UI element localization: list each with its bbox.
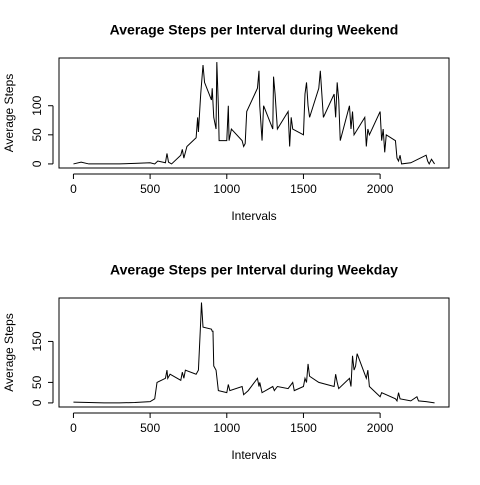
x-axis-label: Intervals xyxy=(231,209,276,223)
x-tick-label: 0 xyxy=(70,421,77,435)
y-tick-label: 100 xyxy=(30,95,44,115)
y-tick-label: 50 xyxy=(30,128,44,142)
chart-title: Average Steps per Interval during Weeken… xyxy=(110,22,399,38)
y-axis-label: Average Steps xyxy=(2,313,16,392)
x-tick-label: 2000 xyxy=(367,182,394,196)
x-tick-label: 0 xyxy=(70,182,77,196)
y-tick-label: 150 xyxy=(30,331,44,351)
x-tick-label: 1000 xyxy=(213,182,240,196)
y-axis-label: Average Steps xyxy=(2,74,16,153)
data-line xyxy=(73,62,435,166)
x-tick-label: 1000 xyxy=(213,421,240,435)
x-tick-label: 1500 xyxy=(290,421,317,435)
y-tick-label: 0 xyxy=(30,399,44,406)
y-tick-label: 0 xyxy=(30,160,44,167)
x-tick-label: 2000 xyxy=(367,421,394,435)
chart-title: Average Steps per Interval during Weekda… xyxy=(110,262,398,278)
data-line xyxy=(73,302,435,404)
plot-frame xyxy=(58,297,450,408)
plot-frame xyxy=(58,57,450,169)
y-tick-label: 50 xyxy=(30,375,44,389)
x-tick-label: 500 xyxy=(140,182,160,196)
x-tick-label: 1500 xyxy=(290,182,317,196)
x-tick-label: 500 xyxy=(140,421,160,435)
x-axis-label: Intervals xyxy=(231,448,276,462)
